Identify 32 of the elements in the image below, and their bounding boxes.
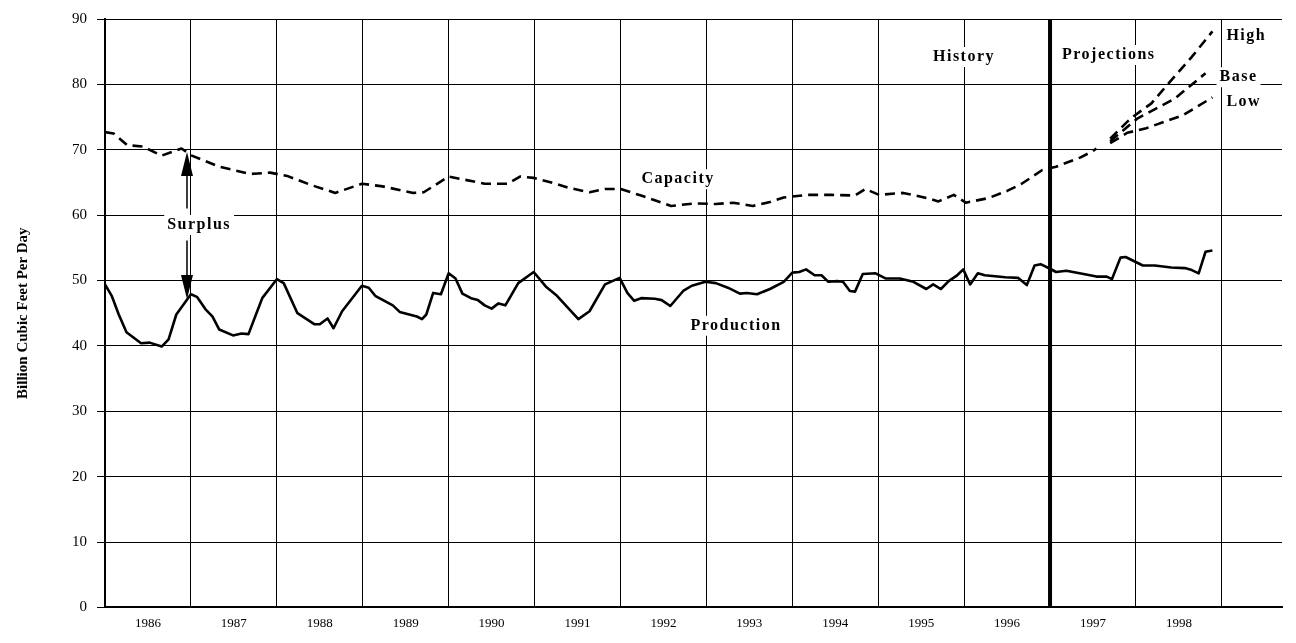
annotation: Surplus [167,215,232,234]
x-tick-label: 1994 [822,614,849,630]
x-tick-label: 1987 [220,614,248,630]
x-tick-label: 1998 [1165,614,1192,630]
y-tick-label: 60 [72,206,87,223]
x-tick-label: 1990 [478,614,505,630]
x-tick-label: 1993 [736,614,763,630]
y-tick-label: 90 [72,9,87,26]
y-tick-label: 40 [72,336,87,353]
x-tick-label: 1992 [650,614,677,630]
series-label: Low [1226,91,1262,109]
y-tick-label: 70 [72,140,87,157]
y-tick-label: 50 [72,271,87,288]
series-label: Base [1219,67,1258,85]
x-tick-label: 1986 [134,614,162,630]
x-tick-label: 1991 [564,614,591,630]
y-axis-title: Billion Cubic Feet Per Day [13,227,30,399]
y-tick-label: 30 [72,402,87,419]
y-tick-label: 80 [72,75,87,92]
x-tick-label: 1996 [994,614,1021,630]
series-label: Production [690,315,782,333]
annotation: Projections [1062,45,1156,64]
x-tick-label: 1988 [306,614,333,630]
annotation: History [932,47,996,66]
x-tick-label: 1989 [392,614,419,630]
series-label: Capacity [641,169,715,188]
y-tick-label: 0 [79,598,87,615]
series-label: High [1226,25,1267,44]
y-tick-label: 10 [72,532,87,549]
x-tick-label: 1997 [1079,614,1107,630]
x-tick-label: 1995 [908,614,935,630]
y-tick-label: 20 [72,467,87,484]
